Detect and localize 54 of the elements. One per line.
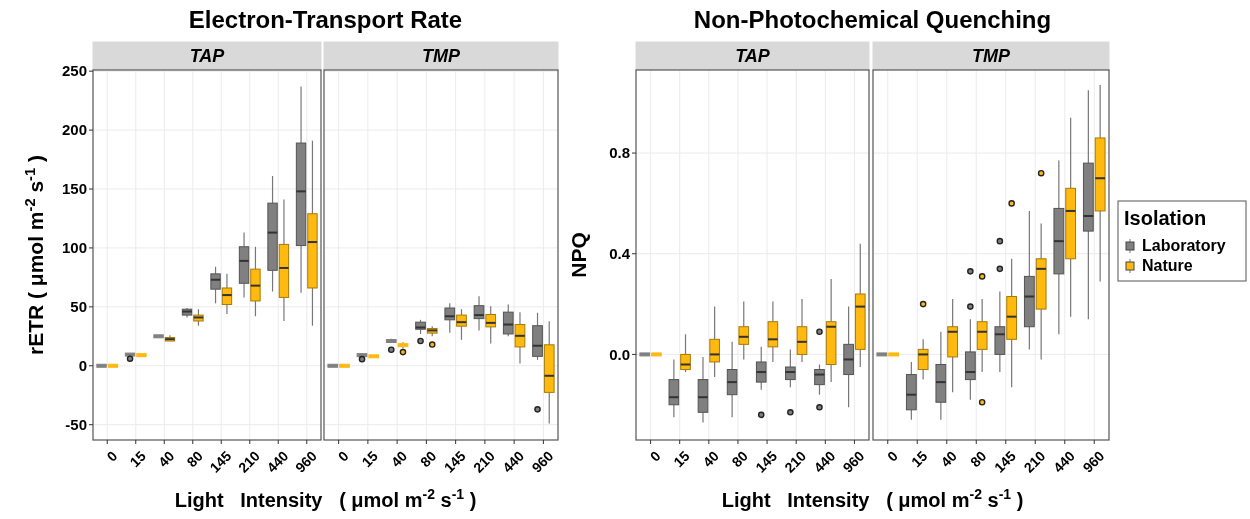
x-tick-label: 15 bbox=[358, 447, 382, 471]
x-tick-label: 210 bbox=[470, 447, 499, 476]
x-tick-label: 15 bbox=[907, 447, 931, 471]
x-tick-label: 80 bbox=[966, 447, 990, 471]
y-tick-label: -50 bbox=[65, 415, 87, 433]
y-tick-label: 250 bbox=[61, 62, 87, 80]
x-tick-label: 0 bbox=[646, 447, 664, 465]
chart-subtitle: TMP bbox=[422, 46, 461, 66]
legend-label: Laboratory bbox=[1142, 237, 1226, 254]
x-tick-label: 440 bbox=[810, 447, 839, 476]
x-tick-label: 40 bbox=[387, 447, 411, 471]
x-axis-title: Light Intensity ( μmol m$^{-2}$ s$^{-1}$ ) bbox=[721, 486, 1024, 511]
y-tick-label: 0.0 bbox=[609, 345, 630, 363]
x-tick-label: 440 bbox=[263, 447, 292, 476]
y-tick-label: 50 bbox=[70, 298, 87, 316]
x-tick-label: 80 bbox=[183, 447, 206, 471]
y-axis-title: NPQ bbox=[567, 232, 590, 278]
x-tick-label: 960 bbox=[291, 447, 320, 476]
x-tick-label: 145 bbox=[990, 447, 1019, 476]
y-tick-label: 0.4 bbox=[609, 244, 631, 262]
x-tick-label: 40 bbox=[154, 447, 178, 471]
y-tick-label: 200 bbox=[61, 121, 87, 139]
x-tick-label: 0 bbox=[883, 447, 901, 465]
x-tick-label: 960 bbox=[528, 447, 557, 476]
x-tick-label: 0 bbox=[103, 447, 121, 465]
x-tick-label: 210 bbox=[234, 447, 263, 476]
x-tick-label: 440 bbox=[499, 447, 528, 476]
chart-subtitle: TAP bbox=[735, 46, 771, 66]
legend-title: Isolation bbox=[1124, 207, 1207, 229]
x-tick-label: 80 bbox=[417, 447, 440, 471]
x-tick-label: 0 bbox=[334, 447, 352, 465]
x-axis-title: Light Intensity ( μmol m$^{-2}$ s$^{-1}$ ) bbox=[174, 486, 477, 511]
x-tick-label: 210 bbox=[781, 447, 810, 476]
x-tick-label: 80 bbox=[728, 447, 752, 471]
x-tick-label: 210 bbox=[1020, 447, 1049, 476]
x-tick-label: 145 bbox=[440, 447, 469, 476]
x-tick-label: 40 bbox=[699, 447, 723, 471]
y-tick-label: 0.8 bbox=[609, 144, 630, 162]
chart-subtitle: TMP bbox=[972, 46, 1011, 66]
x-tick-label: 960 bbox=[1079, 447, 1108, 476]
y-tick-label: 0 bbox=[78, 357, 87, 375]
chart-subtitle: TAP bbox=[189, 46, 226, 66]
x-tick-label: 15 bbox=[126, 447, 149, 471]
x-tick-label: 40 bbox=[937, 447, 960, 471]
x-tick-label: 145 bbox=[206, 447, 235, 476]
legend-label: Nature bbox=[1142, 257, 1193, 274]
chart-title: Electron-Transport Rate bbox=[188, 6, 463, 33]
chart-title: Non-Photochemical Quenching bbox=[693, 6, 1052, 33]
x-tick-label: 440 bbox=[1049, 447, 1078, 476]
y-tick-label: 150 bbox=[61, 180, 87, 198]
x-tick-label: 15 bbox=[670, 447, 693, 471]
x-tick-label: 960 bbox=[839, 447, 868, 476]
x-tick-label: 145 bbox=[752, 447, 781, 476]
y-tick-label: 100 bbox=[61, 239, 87, 257]
